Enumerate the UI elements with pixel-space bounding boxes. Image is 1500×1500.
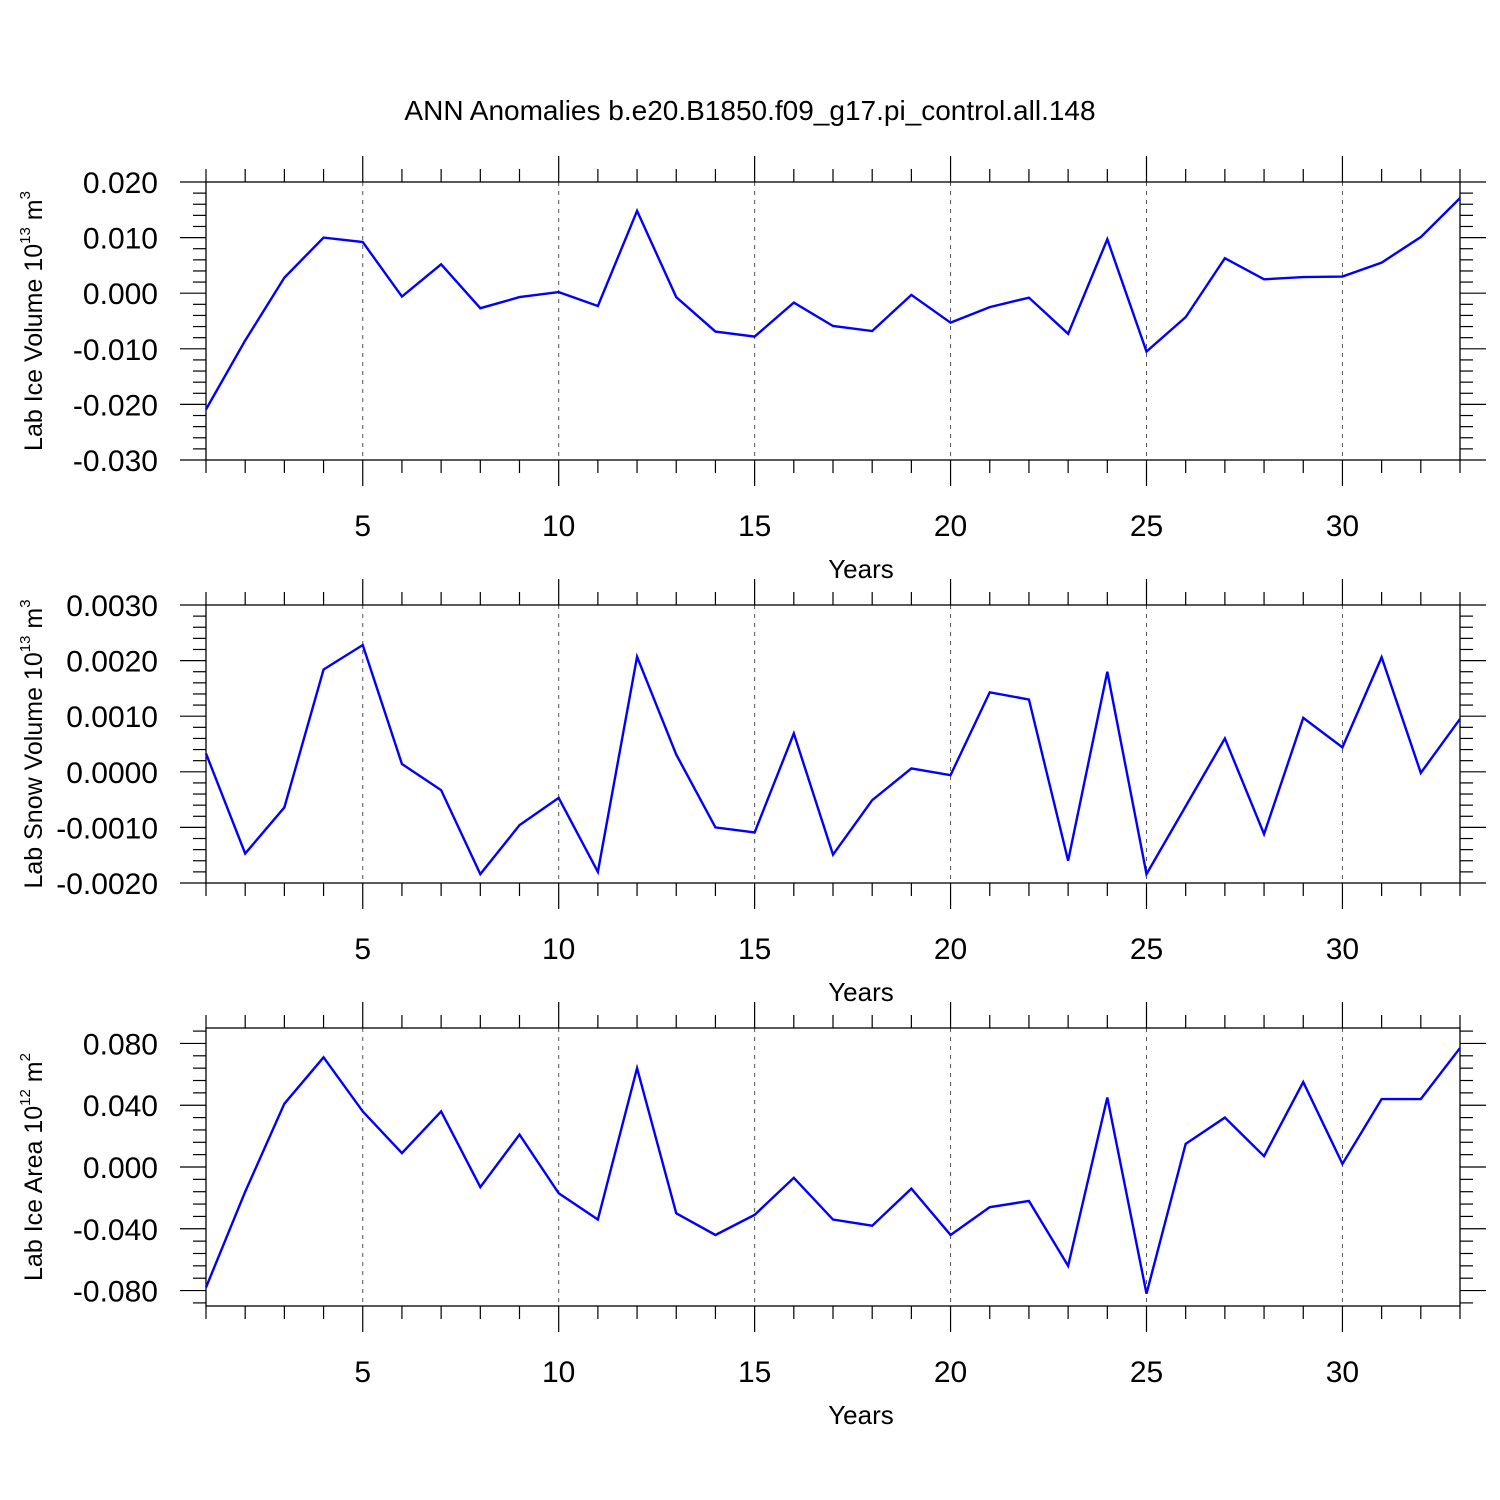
- chart-panel-1: -0.030 -0.020 -0.010 0.000 0.010 0.020 5 10 15 20…: [17, 156, 1486, 584]
- y-tick-label: -0.010: [73, 334, 158, 367]
- x-tick-label: 5: [354, 510, 371, 543]
- plot-frame: [205, 1027, 1461, 1307]
- x-tick-label: 25: [1130, 510, 1163, 543]
- y-tick-label: 0.020: [83, 167, 158, 200]
- x-axis-label: Years: [828, 1400, 894, 1430]
- y-axis-label-exponent: 13: [17, 636, 34, 653]
- x-tick-label: 30: [1326, 933, 1359, 966]
- x-tick-label: 10: [542, 1356, 575, 1389]
- x-tick-label: 5: [354, 933, 371, 966]
- x-tick-label: 10: [542, 510, 575, 543]
- x-tick-label: 15: [738, 510, 771, 543]
- x-tick-label: 15: [738, 1356, 771, 1389]
- y-axis-label-unit-exponent: 2: [17, 1053, 34, 1061]
- x-tick-label: 20: [934, 933, 967, 966]
- x-tick-label: 25: [1130, 1356, 1163, 1389]
- x-tick-label: 25: [1130, 933, 1163, 966]
- y-axis-label: Lab Ice Volume 1013 m3: [17, 191, 48, 451]
- series-line: [204, 197, 1461, 410]
- y-tick-label: 0.040: [83, 1090, 158, 1123]
- series-line: [204, 1047, 1461, 1294]
- y-axis-label-unit-exponent: 3: [17, 599, 34, 607]
- figure-title: ANN Anomalies b.e20.B1850.f09_g17.pi_con…: [404, 95, 1095, 126]
- y-axis-label-unit: m: [20, 1061, 48, 1089]
- y-axis-label-unit-exponent: 3: [17, 191, 34, 199]
- plot-frame: [205, 181, 1461, 461]
- x-tick-label: 20: [934, 510, 967, 543]
- y-tick-label: 0.0010: [66, 701, 158, 734]
- x-tick-label: 30: [1326, 510, 1359, 543]
- y-tick-label: 0.0020: [66, 646, 158, 679]
- y-tick-label: 0.000: [83, 1152, 158, 1185]
- y-tick-label: 0.000: [83, 278, 158, 311]
- chart-panel-2: -0.0020 -0.0010 0.0000 0.0010 0.0020 0.0030 5 1…: [17, 579, 1486, 1007]
- series-line: [204, 643, 1461, 878]
- y-tick-label: 0.0000: [66, 757, 158, 790]
- x-tick-label: 15: [738, 933, 771, 966]
- y-tick-label: 0.010: [83, 223, 158, 256]
- y-axis-label-exponent: 13: [17, 227, 34, 244]
- y-tick-label: -0.020: [73, 389, 158, 422]
- y-tick-label: 0.0030: [66, 590, 158, 623]
- y-axis-label-main: Lab Snow Volume 10: [20, 652, 48, 888]
- x-tick-label: 30: [1326, 1356, 1359, 1389]
- x-tick-label: 5: [354, 1356, 371, 1389]
- y-tick-label: 0.080: [83, 1028, 158, 1061]
- x-tick-label: 20: [934, 1356, 967, 1389]
- y-axis-label-unit: m: [20, 608, 48, 636]
- y-tick-label: -0.040: [73, 1214, 158, 1247]
- x-axis-label: Years: [828, 554, 894, 584]
- y-tick-label: -0.0010: [56, 812, 158, 845]
- y-axis-label-unit: m: [20, 199, 48, 227]
- y-tick-label: -0.080: [73, 1276, 158, 1309]
- chart-panel-3: -0.080 -0.040 0.000 0.040 0.080 5 10 15 20 25 30 Ye…: [17, 1002, 1486, 1430]
- y-tick-label: -0.0020: [56, 868, 158, 901]
- y-axis-label: Lab Snow Volume 1013 m3: [17, 599, 48, 888]
- y-tick-label: -0.030: [73, 445, 158, 478]
- x-axis-label: Years: [828, 977, 894, 1007]
- y-axis-label-main: Lab Ice Volume 10: [20, 244, 48, 451]
- y-axis-label: Lab Ice Area 1012 m2: [17, 1053, 48, 1281]
- y-axis-label-main: Lab Ice Area 10: [20, 1106, 48, 1281]
- x-tick-label: 10: [542, 933, 575, 966]
- y-axis-label-exponent: 12: [17, 1089, 34, 1106]
